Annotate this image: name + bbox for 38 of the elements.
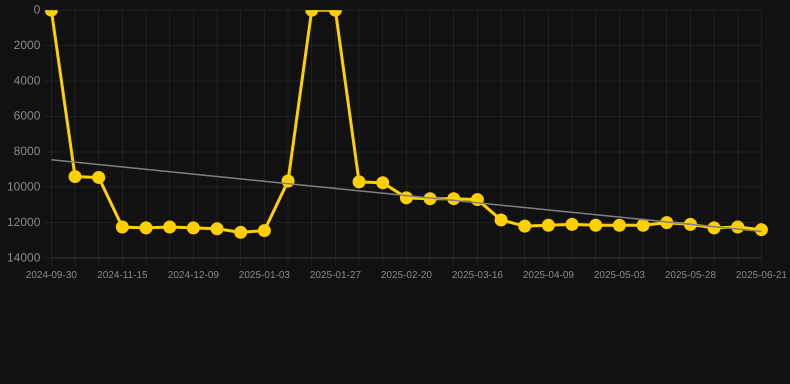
point xyxy=(566,218,579,231)
point xyxy=(186,221,200,234)
x-tick-label: 2024-11-15 xyxy=(97,270,148,281)
x-tick-label: 2025-03-16 xyxy=(452,270,504,281)
x-tick-label: 2025-04-09 xyxy=(522,270,574,281)
y-tick-label: 8000 xyxy=(14,144,41,158)
x-tick-label: 2025-06-21 xyxy=(736,270,788,281)
x-tick-label: 2024-12-09 xyxy=(168,270,220,281)
y-tick-label: 4000 xyxy=(14,73,41,88)
x-tick-label: 2025-05-28 xyxy=(664,270,716,281)
point xyxy=(518,220,532,233)
point xyxy=(542,218,555,232)
point xyxy=(352,175,366,188)
y-tick-label: 6000 xyxy=(14,108,41,123)
point xyxy=(612,218,626,232)
point xyxy=(116,220,129,234)
y-tick-label: 14000 xyxy=(6,250,41,264)
point xyxy=(258,224,271,238)
point xyxy=(636,218,650,232)
x-tick-label: 2025-05-03 xyxy=(594,270,646,281)
point xyxy=(376,176,390,190)
point xyxy=(163,220,176,234)
x-tick-label: 2025-01-27 xyxy=(310,270,362,281)
point xyxy=(234,226,248,239)
y-tick-label: 12000 xyxy=(6,214,41,229)
point xyxy=(589,218,602,232)
y-tick-label: 10000 xyxy=(6,180,41,194)
point xyxy=(494,213,508,226)
x-tick-label: 2025-01-03 xyxy=(238,270,290,281)
y-tick-label: 0 xyxy=(34,2,41,17)
x-tick-label: 2025-02-20 xyxy=(380,270,432,281)
point xyxy=(754,223,768,236)
point xyxy=(68,170,82,184)
point xyxy=(140,221,153,234)
x-tick-label: 2024-09-30 xyxy=(26,270,78,281)
y-tick-label: 2000 xyxy=(14,38,41,52)
point xyxy=(92,170,106,184)
point xyxy=(210,222,224,236)
